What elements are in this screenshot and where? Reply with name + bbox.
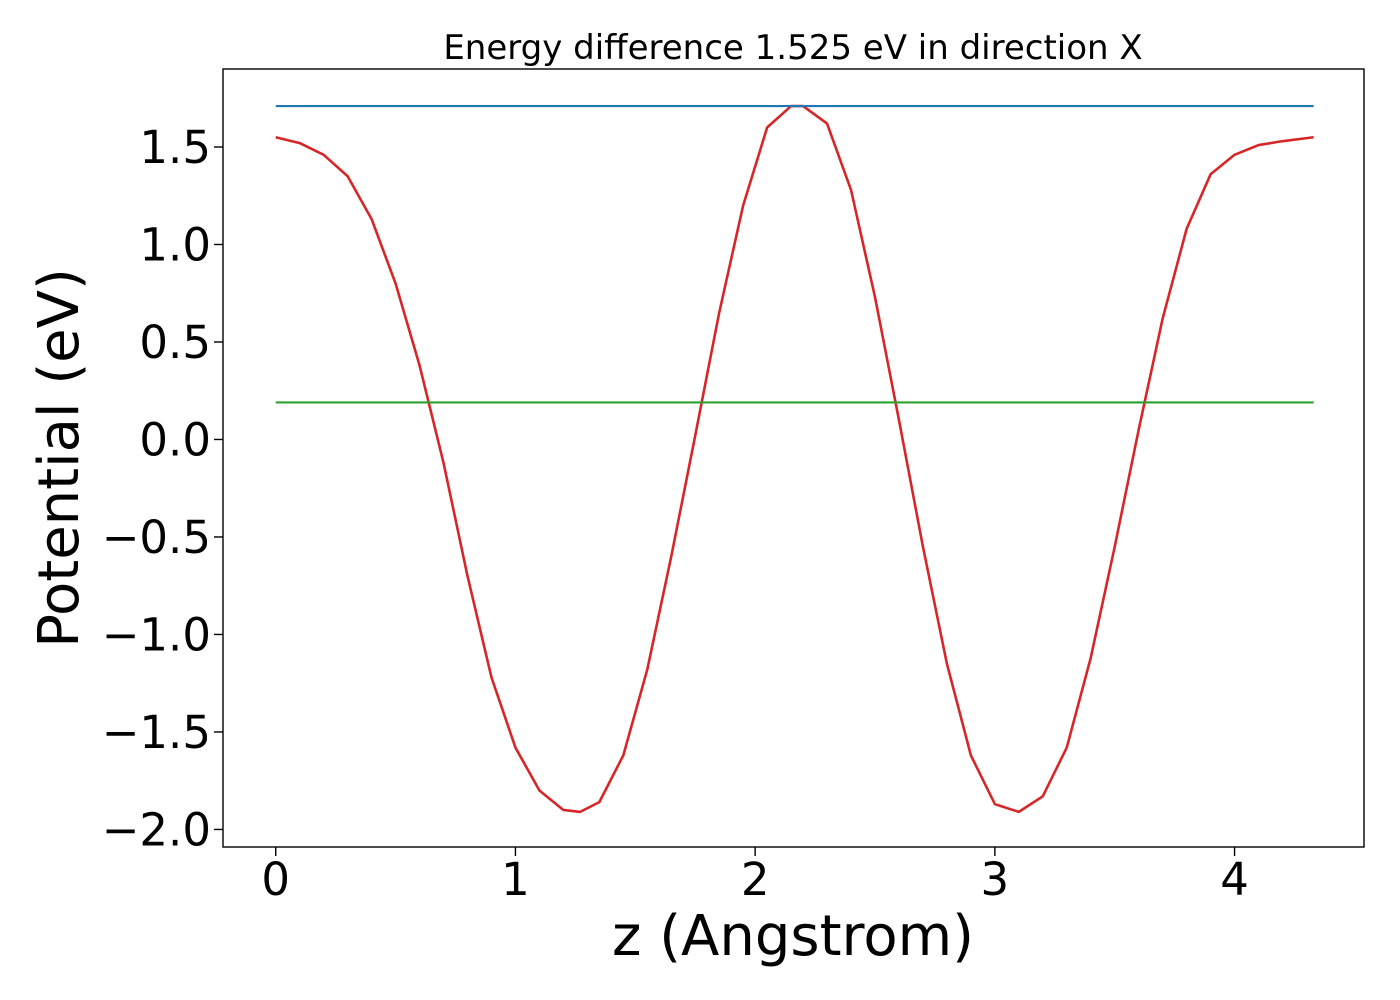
y-tick-label: −0.5 <box>102 511 211 564</box>
y-tick-label: −1.0 <box>102 608 211 661</box>
y-axis-ticks: 1.5 1.0 0.5 0.0 −0.5 −1.0 −1.5 −2.0 <box>102 121 223 856</box>
y-tick-label: −2.0 <box>102 803 211 856</box>
y-tick-label: 0.5 <box>139 316 211 369</box>
y-axis-label: Potential (eV) <box>27 268 92 648</box>
series-layer <box>275 104 1314 814</box>
chart-title: Energy difference 1.525 eV in direction … <box>443 28 1142 68</box>
x-tick-label: 3 <box>981 853 1010 906</box>
x-tick-label: 4 <box>1220 853 1249 906</box>
x-axis-ticks: 0 1 2 3 4 <box>261 847 1249 906</box>
x-tick-label: 1 <box>501 853 530 906</box>
plot-area-frame <box>222 68 1365 848</box>
x-tick-label: 2 <box>741 853 770 906</box>
y-tick-label: 1.5 <box>139 121 211 174</box>
y-tick-label: 0.0 <box>139 413 211 466</box>
y-tick-label: 1.0 <box>139 218 211 271</box>
x-tick-label: 0 <box>261 853 290 906</box>
y-tick-label: −1.5 <box>102 706 211 759</box>
x-axis-label: z (Angstrom) <box>612 904 974 969</box>
